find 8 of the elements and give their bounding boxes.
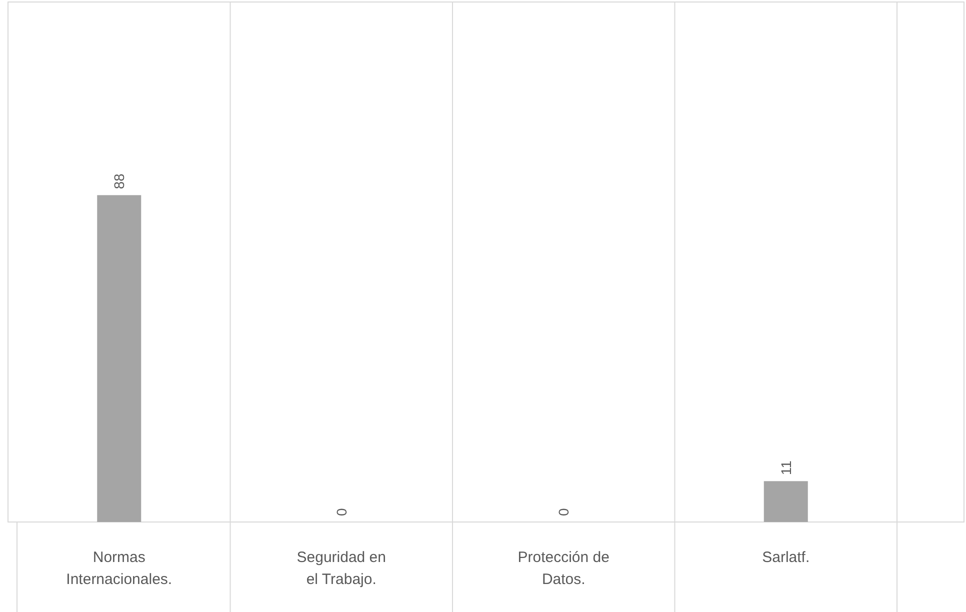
x-tick-label: Sarlatf. bbox=[762, 549, 810, 566]
x-tick-label: Normas Internacionales. bbox=[66, 549, 172, 588]
data-label: 88 bbox=[111, 173, 128, 190]
data-label: 0 bbox=[333, 508, 350, 516]
x-tick-label: Protección de Datos. bbox=[518, 549, 610, 588]
data-label: 0 bbox=[556, 508, 572, 516]
x-tick-label: Seguridad en el Trabajo. bbox=[296, 549, 386, 588]
data-label: 11 bbox=[778, 460, 794, 476]
